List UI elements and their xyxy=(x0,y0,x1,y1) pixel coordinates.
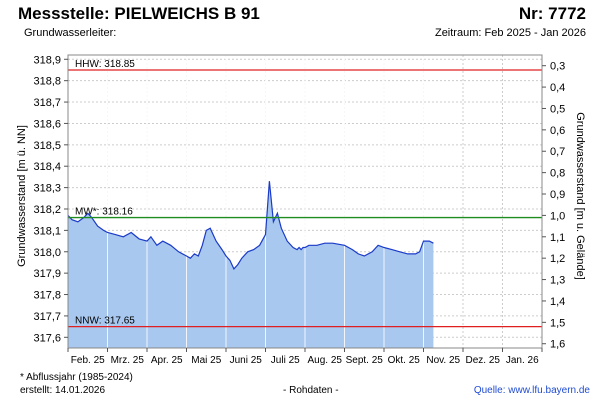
x-tick-label: Dez. 25 xyxy=(466,355,501,366)
y2-tick-label: 0,6 xyxy=(550,125,565,137)
y-tick-label: 317,9 xyxy=(33,268,61,280)
y-tick-label: 317,6 xyxy=(33,332,61,344)
y-tick-label: 318,7 xyxy=(33,97,61,109)
x-tick-label: Nov. 25 xyxy=(426,355,460,366)
y-axis-label: Grundwasserstand [m ü. NN] xyxy=(16,125,28,267)
y-tick-label: 318,3 xyxy=(33,183,61,195)
footnote-abflussjahr: * Abflussjahr (1985-2024) xyxy=(20,372,133,383)
y2-tick-label: 1,3 xyxy=(550,275,565,287)
source-label: Quelle: xyxy=(473,385,506,396)
reference-line-label: HHW: 318.85 xyxy=(75,59,135,70)
source-link[interactable]: www.lfu.bayern.de xyxy=(508,385,590,396)
y-tick-label: 318,5 xyxy=(33,140,61,152)
y-tick-label: 318,8 xyxy=(33,76,61,88)
x-tick-label: Mai 25 xyxy=(191,355,221,366)
x-tick-label: Apr. 25 xyxy=(151,355,183,366)
y-tick-label: 318,9 xyxy=(33,54,61,66)
y2-axis-label: Grundwasserstand [m u. Gelände] xyxy=(574,112,586,280)
y2-tick-label: 1,0 xyxy=(550,210,565,222)
y2-tick-label: 0,9 xyxy=(550,189,565,201)
y2-tick-label: 0,4 xyxy=(550,82,565,94)
reference-line-label: MW*: 318.16 xyxy=(75,207,133,218)
y2-tick-label: 0,8 xyxy=(550,168,565,180)
x-tick-label: Mrz. 25 xyxy=(111,355,145,366)
y2-tick-label: 1,5 xyxy=(550,317,565,329)
water-level-area xyxy=(68,181,434,348)
station-number: Nr: 7772 xyxy=(518,4,586,23)
y2-tick-label: 1,1 xyxy=(550,232,565,244)
created-date: erstellt: 14.01.2026 xyxy=(20,385,106,396)
x-tick-label: Aug. 25 xyxy=(308,355,343,366)
y-tick-label: 318,2 xyxy=(33,204,61,216)
y2-tick-label: 0,3 xyxy=(550,61,565,73)
rawdata-note: - Rohdaten - xyxy=(283,385,339,396)
y-tick-label: 317,8 xyxy=(33,290,61,302)
station-title: Messstelle: PIELWEICHS B 91 xyxy=(18,4,260,23)
y-tick-label: 318,4 xyxy=(33,161,61,173)
x-tick-label: Okt. 25 xyxy=(388,355,421,366)
x-tick-label: Jan. 26 xyxy=(506,355,539,366)
axes: 318,9 318,8 318,7 318,6 318,5 318,4 318,3 318,2… xyxy=(33,54,565,366)
reference-lines: HHW: 318.85 MW*: 318.16 NNW: 317.65 xyxy=(68,59,542,328)
y2-tick-label: 1,4 xyxy=(550,296,565,308)
x-tick-label: Feb. 25 xyxy=(71,355,105,366)
x-tick-label: Sept. 25 xyxy=(346,355,384,366)
x-tick-label: Juni 25 xyxy=(230,355,263,366)
y-tick-label: 317,7 xyxy=(33,311,61,323)
water-level-line xyxy=(67,181,434,270)
y2-tick-label: 0,7 xyxy=(550,146,565,158)
reference-line-label: NNW: 317.65 xyxy=(75,316,135,327)
x-tick-label: Juli 25 xyxy=(271,355,300,366)
aquifer-label: Grundwasserleiter: xyxy=(24,27,117,39)
y-tick-label: 318,1 xyxy=(33,225,61,237)
data-series xyxy=(67,55,434,348)
y2-tick-label: 1,6 xyxy=(550,339,565,351)
y2-tick-label: 0,5 xyxy=(550,103,565,115)
period-label: Zeitraum: Feb 2025 - Jan 2026 xyxy=(434,27,586,39)
y2-tick-label: 1,2 xyxy=(550,253,565,265)
y-tick-label: 318,0 xyxy=(33,247,61,259)
source-info: Quelle: www.lfu.bayern.de xyxy=(474,385,590,396)
y-tick-label: 318,6 xyxy=(33,118,61,130)
